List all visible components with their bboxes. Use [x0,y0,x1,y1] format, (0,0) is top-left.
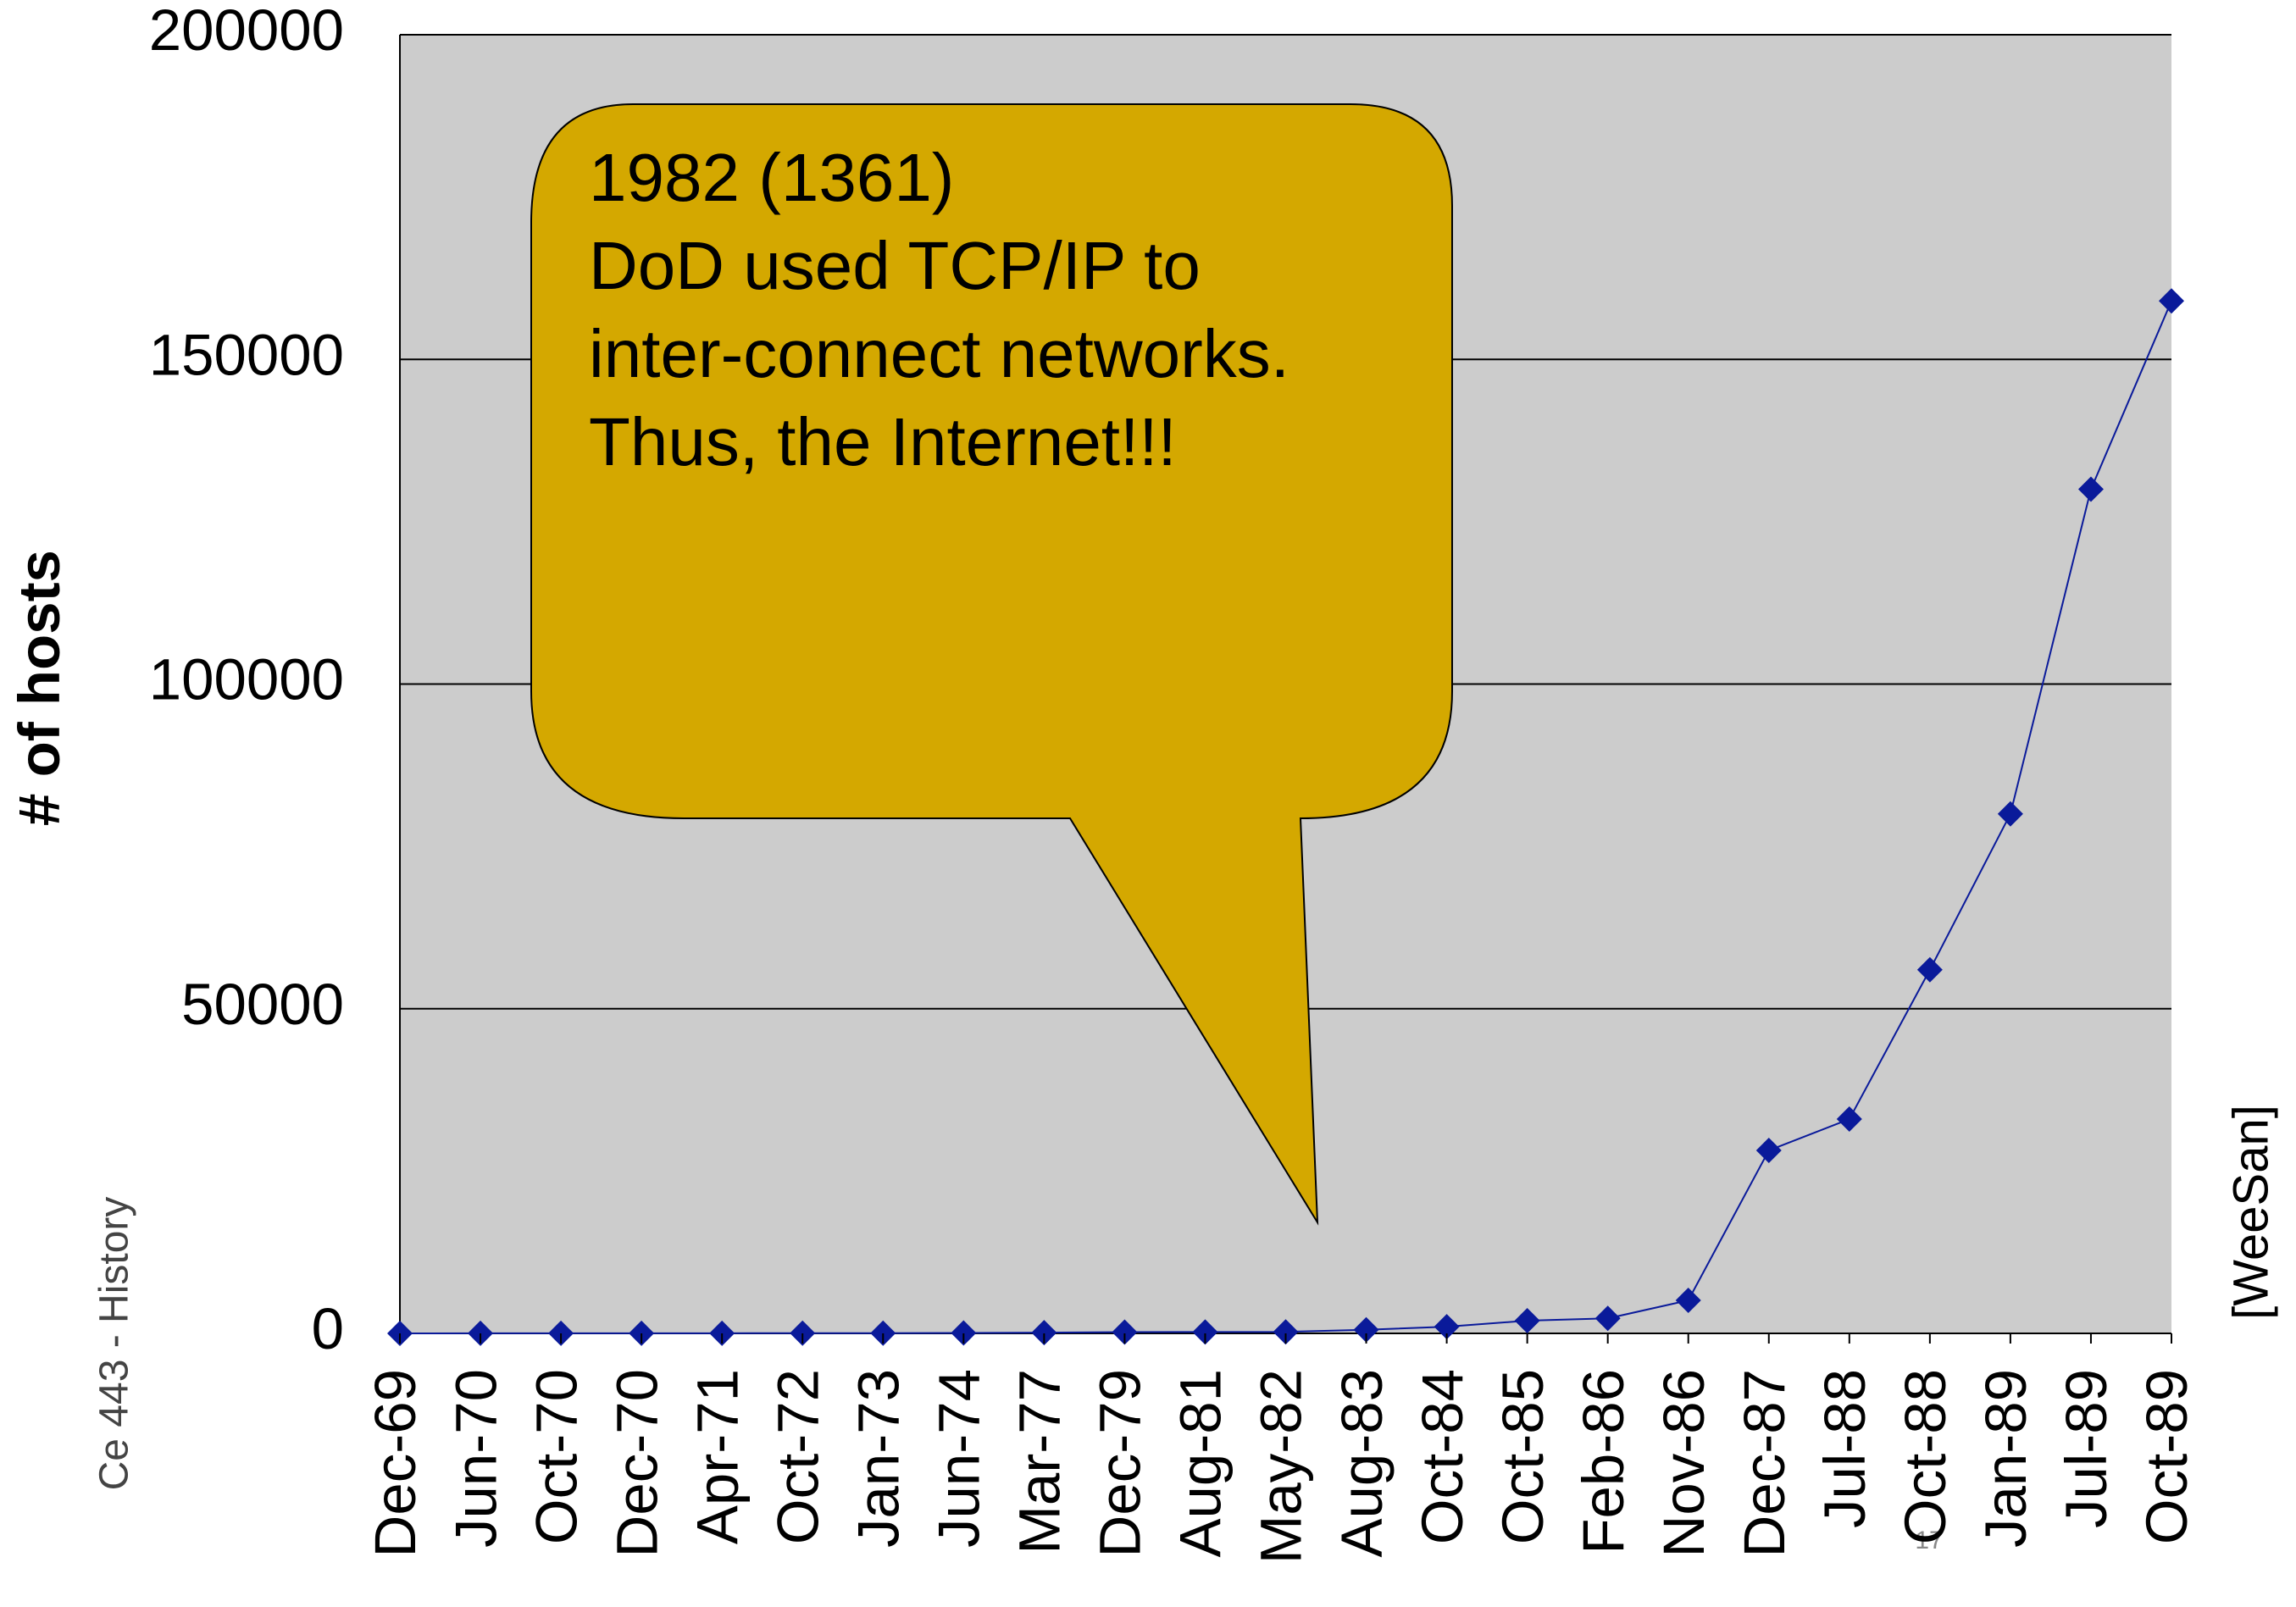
y-tick-label: 150000 [149,322,344,387]
marker [468,1320,494,1346]
callout [530,103,1453,1226]
x-tick-label: Oct-72 [765,1369,830,1544]
course-label: Ce 443 - History [92,1197,137,1491]
series [387,288,2184,1346]
annotation-line: Thus, the Internet!!! [589,404,1177,479]
marker [1836,1106,1862,1133]
x-tick-label: Mar-77 [1007,1369,1073,1554]
x-tick-label: Dec-79 [1088,1369,1153,1557]
x-tick-label: Oct-84 [1410,1369,1475,1544]
y-axis-label: # of hosts [7,550,72,826]
source-label: [WeeSan] [2223,1105,2278,1320]
x-tick-label: Oct-85 [1490,1369,1556,1544]
y-tick-label: 0 [312,1296,344,1361]
marker [1997,801,2023,827]
marker [951,1320,977,1346]
marker [1755,1138,1782,1164]
y-tick-label: 200000 [149,0,344,63]
y-tick-label: 50000 [181,972,344,1037]
x-tick-label: Jul-89 [2054,1369,2119,1528]
x-tick-label: Aug-83 [1329,1369,1395,1558]
x-tick-label: Dec-70 [604,1369,669,1557]
page-number: 17 [1915,1527,1943,1554]
x-tick-label: Dec-87 [1732,1369,1797,1557]
marker [1514,1307,1540,1333]
marker [870,1320,896,1346]
marker [2077,476,2104,502]
annotation: 1982 (1361) DoD used TCP/IP to inter-conne… [589,140,1289,479]
x-tick-label: Oct-88 [1893,1369,1958,1544]
marker [548,1320,574,1346]
marker [1675,1287,1701,1313]
x-tick-label: Jul-88 [1812,1369,1877,1528]
x-tick-label: Oct-89 [2134,1369,2199,1544]
x-tick-label: Feb-86 [1571,1369,1636,1554]
marker [1353,1316,1379,1343]
marker [629,1320,655,1346]
x-tick-label: Jan-89 [1973,1369,2038,1548]
x-tick-label: Apr-71 [685,1369,750,1544]
marker [1112,1319,1138,1345]
annotation-line: DoD used TCP/IP to [589,228,1201,303]
x-tick-label: Aug-81 [1168,1369,1234,1558]
x-tick-label: May-82 [1249,1369,1314,1564]
marker [1273,1319,1299,1345]
x-tick-label: Jun-70 [443,1369,508,1548]
annotation-line: 1982 (1361) [589,140,954,215]
x-tick-label: Oct-70 [524,1369,589,1544]
marker [387,1320,413,1346]
marker [2159,288,2184,314]
marker [709,1320,735,1346]
marker [1192,1319,1218,1345]
marker [1031,1320,1057,1346]
marker [1916,956,1943,983]
x-tick-label: Jan-73 [846,1369,912,1548]
x-tick-label: Dec-69 [363,1369,428,1557]
marker [1434,1314,1460,1340]
y-tick-label: 100000 [149,647,344,712]
marker [1594,1305,1621,1332]
x-tick-label: Nov-86 [1651,1369,1716,1557]
marker [790,1320,816,1346]
annotation-line: inter-connect networks. [589,316,1289,391]
x-tick-label: Jun-74 [927,1369,992,1548]
